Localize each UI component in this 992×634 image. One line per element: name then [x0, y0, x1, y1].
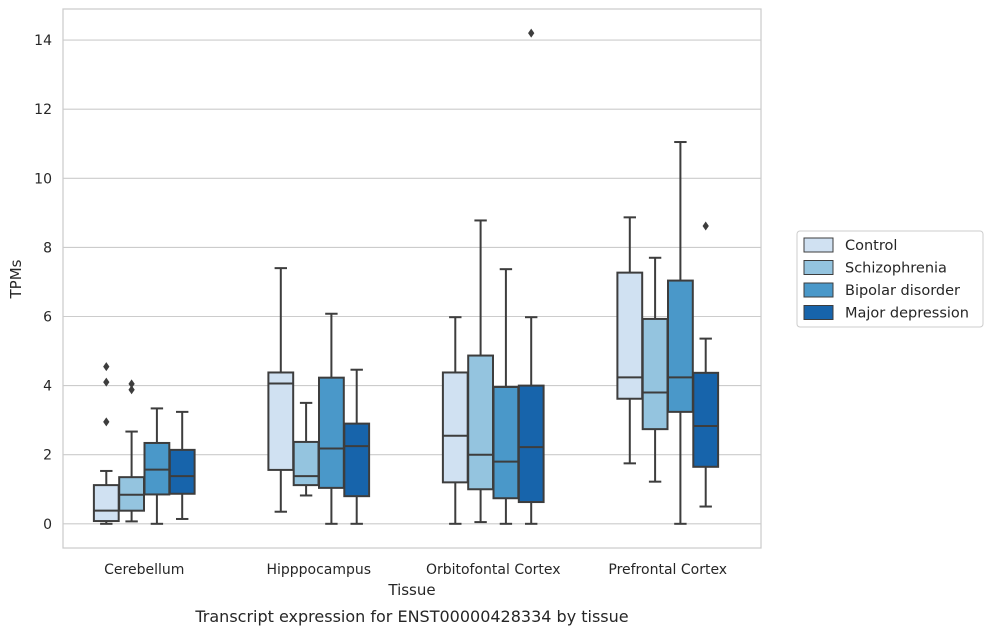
x-axis-label: Tissue — [387, 581, 435, 599]
y-tick-label: 6 — [43, 310, 52, 326]
legend-label: Bipolar disorder — [845, 283, 960, 299]
box-iqr — [441, 371, 469, 484]
x-tick-label: Cerebellum — [104, 562, 184, 578]
box-series — [92, 28, 720, 525]
legend-frame — [796, 230, 984, 328]
box-schizophrenia — [118, 379, 145, 523]
outlier-marker — [702, 221, 709, 231]
box-iqr — [692, 371, 720, 468]
box-bipolar-disorder — [143, 407, 171, 525]
plot-frame — [62, 8, 762, 549]
chart-caption: Transcript expression for ENST0000042833… — [194, 607, 628, 626]
box-schizophrenia — [292, 401, 320, 497]
legend-swatch — [803, 260, 834, 275]
outlier-marker — [128, 379, 135, 389]
y-tick-label: 12 — [34, 102, 52, 118]
x-tick-label: Prefrontal Cortex — [608, 562, 727, 578]
box-iqr — [267, 371, 295, 471]
box-control — [441, 316, 469, 525]
outlier-marker — [103, 417, 110, 427]
legend-label: Schizophrenia — [845, 261, 947, 277]
y-tick-label: 8 — [43, 240, 52, 256]
legend: Control Schizophrenia Bipolar disorder Majo… — [796, 230, 984, 328]
box-iqr — [667, 279, 694, 413]
box-major-depression — [692, 221, 720, 508]
legend-label: Major depression — [845, 306, 969, 322]
box-iqr — [467, 354, 494, 491]
legend-label: Control — [845, 238, 897, 254]
box-iqr — [168, 448, 196, 495]
box-major-depression — [168, 410, 196, 520]
y-tick-label: 0 — [43, 517, 52, 533]
box-iqr — [292, 440, 320, 487]
box-iqr — [492, 385, 520, 500]
box-major-depression — [517, 28, 545, 525]
box-iqr — [616, 271, 644, 400]
box-major-depression — [343, 368, 371, 525]
x-tick-label: Orbitofontal Cortex — [426, 562, 561, 578]
outlier-marker — [528, 28, 535, 38]
y-tick-label: 2 — [43, 448, 52, 464]
legend-swatch — [803, 237, 834, 253]
box-iqr — [343, 422, 371, 498]
box-control — [92, 362, 120, 525]
y-tick-label: 4 — [43, 379, 52, 395]
box-iqr — [641, 317, 669, 431]
legend-swatch — [803, 305, 834, 320]
box-control — [616, 216, 644, 465]
outlier-marker — [128, 385, 135, 395]
x-tick-labels: Cerebellum Hipppocampus Orbitofontal Corte… — [104, 562, 727, 578]
x-tick-label: Hipppocampus — [266, 562, 371, 578]
box-schizophrenia — [467, 219, 494, 524]
box-iqr — [517, 384, 545, 504]
box-bipolar-disorder — [318, 312, 345, 525]
box-control — [267, 267, 295, 513]
legend-swatch — [803, 282, 834, 298]
y-axis-label: TPMs — [7, 259, 25, 299]
box-schizophrenia — [641, 256, 669, 483]
y-tick-labels: 0 2 4 6 8 10 12 14 — [34, 33, 52, 533]
box-bipolar-disorder — [492, 268, 520, 525]
outlier-marker — [103, 362, 110, 372]
box-iqr — [318, 376, 345, 489]
y-tick-label: 10 — [34, 171, 52, 187]
y-tick-label: 14 — [34, 33, 52, 49]
box-bipolar-disorder — [667, 141, 694, 525]
box-iqr — [92, 484, 120, 523]
outlier-marker — [103, 377, 110, 387]
